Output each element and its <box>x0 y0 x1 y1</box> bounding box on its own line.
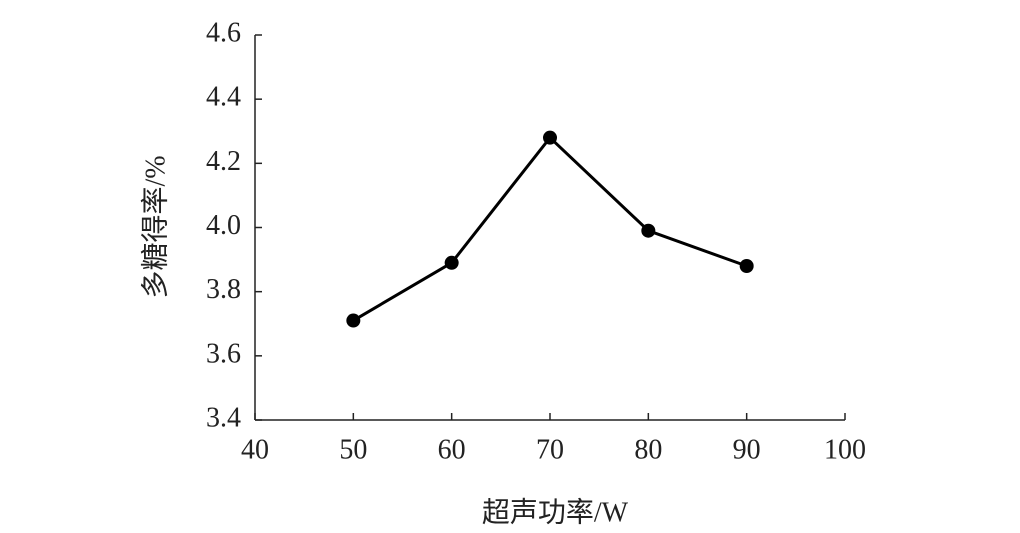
y-tick-label: 4.0 <box>206 210 241 241</box>
x-tick-label: 60 <box>438 434 466 465</box>
x-tick-label: 70 <box>536 434 564 465</box>
data-point <box>444 255 459 270</box>
y-tick-label: 3.6 <box>206 338 241 369</box>
y-tick-label: 4.4 <box>206 82 241 113</box>
x-tick-label: 80 <box>634 434 662 465</box>
y-tick-label: 4.6 <box>206 17 241 48</box>
x-tick-label: 40 <box>241 434 269 465</box>
x-tick-label: 90 <box>733 434 761 465</box>
x-axis-label: 超声功率/W <box>482 496 629 528</box>
data-line <box>352 135 748 322</box>
y-axis-label: 多糖得率/% <box>139 155 171 298</box>
data-point <box>739 259 754 273</box>
data-point <box>641 223 656 238</box>
data-point <box>346 313 361 328</box>
x-tick-label: 50 <box>339 434 367 465</box>
y-tick-label: 4.2 <box>206 146 241 177</box>
y-tick-label: 3.4 <box>206 402 241 433</box>
x-tick-label: 100 <box>824 434 866 465</box>
y-tick-label: 3.8 <box>206 274 241 305</box>
data-point <box>543 130 557 145</box>
